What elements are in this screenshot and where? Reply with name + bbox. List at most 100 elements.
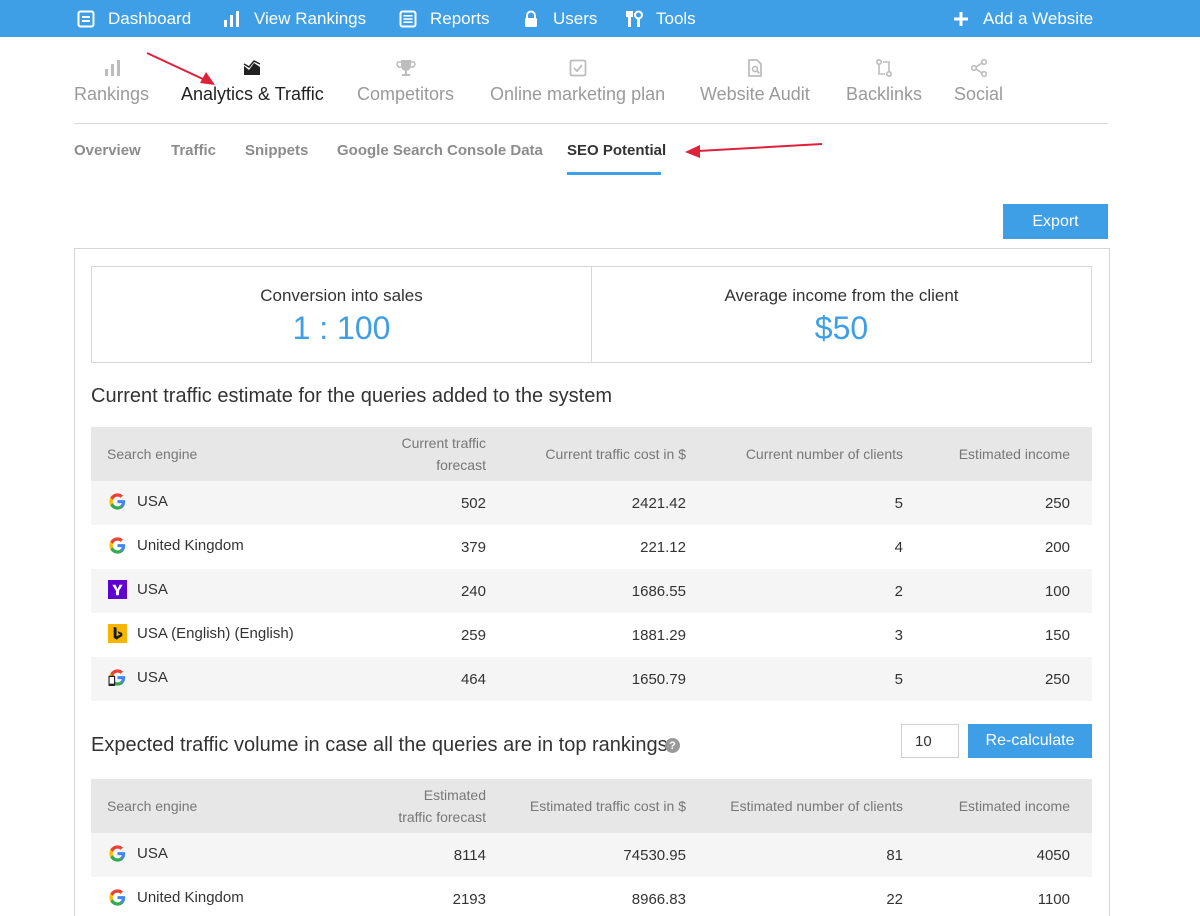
forecast-cell: 240	[391, 569, 486, 613]
active-subtab-indicator	[567, 172, 661, 175]
tab-rankings[interactable]: Rankings	[74, 56, 149, 105]
expected-traffic-heading: Expected traffic volume in case all the …	[91, 734, 668, 756]
income-label: Average income from the client	[724, 286, 959, 305]
col-traffic-forecast[interactable]: Current traffic forecast	[391, 427, 486, 481]
cost-cell: 1686.55	[486, 569, 686, 613]
nav-tools-label: Tools	[656, 8, 696, 28]
region-label: USA	[137, 492, 168, 510]
reports-icon	[398, 9, 418, 29]
export-button[interactable]: Export	[1003, 204, 1108, 239]
conversion-label: Conversion into sales	[260, 286, 423, 305]
clients-cell: 3	[894, 626, 903, 644]
engine-cell: United Kingdom	[91, 525, 391, 569]
table-row: United Kingdom 379 221.12 4 200	[91, 525, 1092, 569]
bing-logo-icon	[107, 623, 127, 643]
nav-users[interactable]: Users	[521, 0, 597, 37]
clients-cell: 5	[686, 481, 903, 525]
col-estimated-income[interactable]: Estimated income	[903, 779, 1092, 833]
current-traffic-heading: Current traffic estimate for the queries…	[91, 385, 612, 407]
income-value: $50	[814, 310, 869, 346]
subtab-google-search-console[interactable]: Google Search Console Data	[337, 142, 543, 159]
tab-analytics-traffic[interactable]: Analytics & Traffic	[181, 56, 324, 105]
nav-dashboard[interactable]: Dashboard	[76, 0, 191, 37]
col-traffic-cost[interactable]: Estimated traffic cost in $	[486, 779, 686, 833]
lock-icon	[521, 9, 541, 29]
engine-cell: USA	[91, 569, 391, 613]
forecast-cell: 2193	[452, 890, 486, 908]
arrow-to-seo-potential	[685, 143, 823, 158]
engine-cell: United Kingdom	[91, 877, 391, 916]
tab-backlinks[interactable]: Backlinks	[846, 56, 922, 105]
col-search-engine[interactable]: Search engine	[91, 427, 391, 481]
tab-social[interactable]: Social	[954, 56, 1003, 105]
nav-dashboard-label: Dashboard	[108, 8, 192, 28]
region-label: United Kingdom	[137, 536, 244, 554]
help-icon[interactable]: ?	[665, 738, 680, 753]
clients-cell: 4	[894, 538, 903, 556]
clients-cell: 22	[886, 890, 903, 908]
col-search-engine[interactable]: Search engine	[91, 779, 391, 833]
clients-cell: 81	[686, 833, 903, 877]
income-cell: 200	[1044, 538, 1070, 556]
region-label: United Kingdom	[137, 888, 244, 906]
nav-view-rankings[interactable]: View Rankings	[222, 0, 366, 37]
region-label: USA	[137, 668, 168, 686]
income-cell: 250	[903, 481, 1092, 525]
top-positions-input[interactable]	[901, 724, 959, 758]
cost-cell: 1650.79	[486, 657, 686, 701]
cost-cell: 8966.83	[631, 890, 686, 908]
subtab-seo-potential[interactable]: SEO Potential	[567, 142, 667, 159]
google-mobile-logo-icon	[107, 667, 127, 687]
seo-potential-panel	[74, 248, 1110, 916]
clients-cell: 5	[686, 657, 903, 701]
plus-icon	[951, 9, 971, 29]
col-number-of-clients[interactable]: Current number of clients	[686, 427, 903, 481]
col-traffic-forecast[interactable]: Estimated traffic forecast	[391, 779, 486, 833]
share-icon	[954, 56, 1003, 80]
subtab-snippets[interactable]: Snippets	[245, 142, 309, 159]
trophy-icon	[357, 56, 454, 80]
engine-cell: USA (English) (English)	[91, 613, 391, 657]
col-number-of-clients[interactable]: Estimated number of clients	[686, 779, 903, 833]
recalculate-button[interactable]: Re-calculate	[968, 724, 1092, 758]
subtab-traffic[interactable]: Traffic	[171, 142, 217, 159]
cost-cell: 1881.29	[631, 626, 686, 644]
top-nav: Dashboard View Rankings Reports Users To…	[0, 0, 1200, 37]
tools-icon	[624, 9, 644, 29]
backlinks-icon	[846, 56, 922, 80]
tab-backlinks-label: Backlinks	[846, 84, 923, 104]
bar-chart-icon	[222, 9, 242, 29]
google-logo-icon	[107, 843, 127, 863]
subtab-overview[interactable]: Overview	[74, 142, 141, 159]
income-cell: 250	[903, 657, 1092, 701]
engine-cell: USA	[91, 833, 391, 877]
tab-analytics-traffic-label: Analytics & Traffic	[181, 84, 324, 104]
add-website-label: Add a Website	[983, 8, 1094, 28]
expected-traffic-table: Search engine Estimated traffic forecast…	[91, 779, 1092, 916]
conversion-stat: Conversion into sales 1 : 100	[92, 267, 591, 362]
table-header-row: Search engine Estimated traffic forecast…	[91, 779, 1092, 833]
col-traffic-cost[interactable]: Current traffic cost in $	[486, 427, 686, 481]
google-logo-icon	[107, 491, 127, 511]
tab-website-audit[interactable]: Website Audit	[700, 56, 810, 105]
tab-competitors[interactable]: Competitors	[357, 56, 454, 105]
cost-cell: 74530.95	[486, 833, 686, 877]
table-row: United Kingdom 2193 8966.83 22 1100	[91, 877, 1092, 916]
engine-cell: USA	[91, 657, 391, 701]
table-row: USA 464 1650.79 5 250	[91, 657, 1092, 701]
income-cell: 100	[903, 569, 1092, 613]
nav-tools[interactable]: Tools	[624, 0, 696, 37]
area-chart-icon	[181, 56, 324, 80]
section-divider	[74, 123, 1108, 124]
income-cell: 1100	[1037, 890, 1070, 908]
income-cell: 4050	[903, 833, 1092, 877]
table-row: USA (English) (English) 259 1881.29 3 150	[91, 613, 1092, 657]
tab-online-marketing-plan[interactable]: Online marketing plan	[490, 56, 665, 105]
google-logo-icon	[107, 535, 127, 555]
add-website-button[interactable]: Add a Website	[951, 0, 1093, 37]
col-estimated-income[interactable]: Estimated income	[903, 427, 1092, 481]
document-search-icon	[700, 56, 810, 80]
tab-competitors-label: Competitors	[357, 84, 455, 104]
nav-reports[interactable]: Reports	[398, 0, 490, 37]
table-row: USA 502 2421.42 5 250	[91, 481, 1092, 525]
